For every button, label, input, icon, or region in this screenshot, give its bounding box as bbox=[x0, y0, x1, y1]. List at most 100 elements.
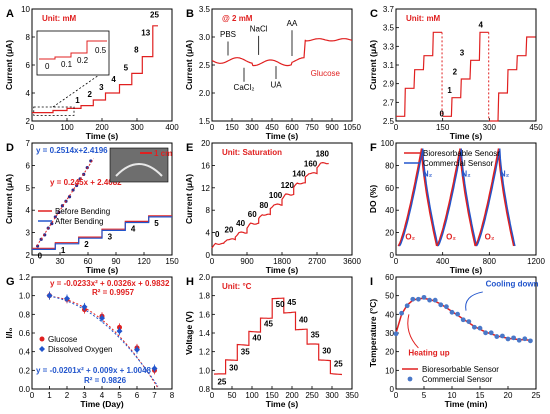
x-tick-label: 2 bbox=[65, 391, 70, 400]
y-tick-label: 1.6 bbox=[199, 310, 211, 319]
y-tick-label: 2.0 bbox=[199, 273, 211, 282]
y-tick-label: 2 bbox=[26, 251, 31, 260]
legend-marker bbox=[39, 346, 45, 352]
x-tick-label: 30 bbox=[56, 257, 65, 266]
x-tick-label: 0 bbox=[30, 123, 35, 132]
y-tick-label: 3.5 bbox=[383, 24, 395, 33]
data-point bbox=[432, 297, 438, 303]
step-label: 25 bbox=[150, 10, 159, 19]
fit-curve bbox=[49, 295, 159, 387]
y-tick-label: 4 bbox=[26, 89, 31, 98]
event-label: CaCl₂ bbox=[234, 83, 255, 92]
inset-label: 0.5 bbox=[95, 46, 107, 55]
series-line-after bbox=[32, 216, 172, 250]
fit-r2: R² = 0.9957 bbox=[92, 288, 135, 297]
bent-device-shape bbox=[115, 163, 163, 177]
x-tick-label: 5 bbox=[422, 391, 427, 400]
level-label: 180 bbox=[316, 149, 330, 158]
level-label: 25 bbox=[334, 360, 343, 369]
x-axis-label: Time (s) bbox=[86, 131, 119, 141]
y-tick-label: 2 bbox=[26, 117, 31, 126]
y-tick-label: 16 bbox=[201, 161, 210, 170]
level-label: 40 bbox=[236, 219, 245, 228]
event-label: NaCl bbox=[250, 24, 268, 33]
legend-marker bbox=[407, 376, 413, 382]
y-tick-label: 100 bbox=[381, 139, 395, 148]
data-point bbox=[516, 337, 522, 343]
x-tick-label: 450 bbox=[265, 123, 279, 132]
step-label: 1 bbox=[61, 246, 66, 255]
inset-label: 0.1 bbox=[61, 60, 73, 69]
y-axis-label: Current (μA) bbox=[184, 40, 194, 90]
gas-label: O₂ bbox=[446, 232, 456, 241]
y-axis-label: Current (μA) bbox=[368, 40, 378, 90]
unit-annotation: Unit: Saturation bbox=[222, 148, 282, 157]
x-tick-label: 300 bbox=[483, 123, 497, 132]
x-tick-label: 1800 bbox=[273, 257, 291, 266]
level-label: 60 bbox=[248, 210, 257, 219]
phase-label: Heating up bbox=[408, 348, 449, 357]
x-axis-label: Time (s) bbox=[450, 265, 483, 275]
phase-label: Cooling down bbox=[486, 279, 539, 288]
y-tick-label: 60 bbox=[385, 184, 394, 193]
chart-panel-C: 0 150 300 450 2.5 2.7 2.9 3.1 3.3 3.5 3.7 Time (s) C… bbox=[368, 5, 543, 141]
panel-label: G bbox=[6, 276, 15, 288]
panel-label: A bbox=[6, 8, 14, 20]
x-tick-label: 7 bbox=[152, 391, 157, 400]
data-point bbox=[522, 336, 528, 342]
data-point bbox=[460, 317, 466, 323]
x-axis-label: Time (s) bbox=[266, 131, 299, 141]
y-tick-label: 60 bbox=[385, 273, 394, 282]
legend-label: Bioresorbable Senosr bbox=[423, 149, 500, 158]
chart-panel-G: 0 1 2 3 4 5 6 7 8 0.0 0.2 0.4 0.6 0.8 1.0 1.2 Time (Day)… bbox=[4, 273, 175, 409]
x-tick-label: 100 bbox=[60, 123, 74, 132]
data-point bbox=[151, 365, 158, 372]
step-label: 2 bbox=[84, 240, 89, 249]
x-tick-label: 800 bbox=[483, 257, 497, 266]
level-label: 160 bbox=[304, 160, 318, 169]
chart-panel-B: 0 150 300 450 600 750 900 1050 1.5 2.0 2.5 3.0 3.5 Ti… bbox=[184, 5, 361, 141]
series-line-bioresorbable bbox=[436, 148, 477, 247]
zoom-box bbox=[33, 106, 75, 116]
gas-label: N₂ bbox=[500, 170, 510, 179]
inset-label: 0 bbox=[45, 62, 50, 71]
fit-equation: y = -0.0201x² + 0.009x + 1.0048 bbox=[36, 366, 152, 375]
x-tick-label: 8 bbox=[170, 391, 175, 400]
step-label: 8 bbox=[134, 45, 139, 54]
x-tick-label: 120 bbox=[137, 257, 151, 266]
zoom-arrow bbox=[52, 74, 100, 108]
y-tick-label: 0.8 bbox=[199, 385, 211, 394]
event-label: AA bbox=[287, 19, 298, 28]
unit-annotation: @ 2 mM bbox=[222, 14, 253, 23]
x-axis-label: Time (s) bbox=[450, 131, 483, 141]
y-tick-label: 20 bbox=[385, 348, 394, 357]
x-axis-label: Time (s) bbox=[266, 265, 299, 275]
y-tick-label: 4 bbox=[206, 229, 211, 238]
x-tick-label: 300 bbox=[245, 123, 259, 132]
cooling-arrow bbox=[465, 291, 483, 311]
panel-label: H bbox=[186, 276, 194, 288]
series-line bbox=[32, 25, 158, 114]
x-tick-label: 200 bbox=[285, 391, 299, 400]
step-label: 4 bbox=[111, 75, 116, 84]
series-line-bioresorbable bbox=[397, 148, 438, 247]
y-tick-label: 20 bbox=[385, 229, 394, 238]
x-axis-label: Time (Day) bbox=[80, 399, 123, 409]
step-label: 3 bbox=[108, 232, 113, 241]
y-tick-label: 0.4 bbox=[19, 348, 31, 357]
x-axis-label: Time (s) bbox=[266, 399, 299, 409]
step-label: 1 bbox=[447, 86, 452, 95]
y-tick-label: 4 bbox=[26, 206, 31, 215]
y-tick-label: 0.2 bbox=[19, 366, 31, 375]
x-tick-label: 400 bbox=[165, 123, 179, 132]
y-tick-label: 6 bbox=[26, 61, 31, 70]
y-tick-label: 1.0 bbox=[19, 292, 31, 301]
plot-frame bbox=[31, 142, 173, 256]
panel-label: F bbox=[370, 142, 377, 154]
y-tick-label: 7 bbox=[26, 139, 31, 148]
data-point bbox=[455, 311, 460, 317]
x-tick-label: 0 bbox=[394, 257, 399, 266]
x-tick-label: 20 bbox=[504, 391, 513, 400]
heating-arrow bbox=[407, 314, 419, 349]
unit-annotation: Unit: mM bbox=[42, 14, 77, 23]
